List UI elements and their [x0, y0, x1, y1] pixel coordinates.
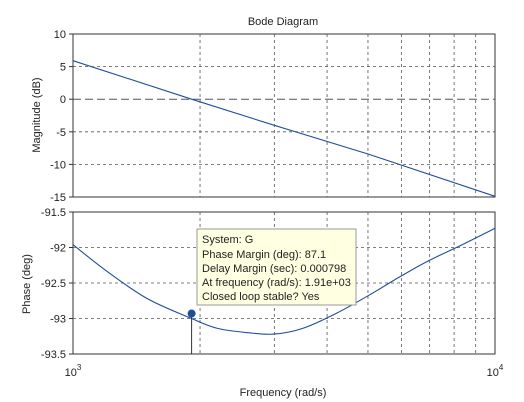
phase-margin-marker[interactable]	[187, 309, 196, 318]
phase-y-ticks: -91.5 -92 -92.5 -93 -93.5	[41, 207, 73, 361]
magnitude-grid	[73, 34, 495, 197]
datatip-line-stable: Closed loop stable? Yes	[202, 291, 320, 303]
magnitude-tick-label-5: 5	[60, 62, 66, 74]
svg-text:103: 103	[65, 363, 82, 379]
magnitude-axes: 10 5 0 -5 -10 -15 Magnitude (dB)	[31, 29, 496, 204]
phase-tick-label-4: -93.5	[41, 349, 66, 361]
x-tick-1e3: 103	[65, 363, 82, 379]
chart-title: Bode Diagram	[248, 16, 318, 28]
datatip-line-phase-margin: Phase Margin (deg): 87.1	[202, 249, 326, 261]
datatip-box	[196, 228, 357, 306]
phase-tick-label-0: -91.5	[41, 207, 66, 219]
magnitude-tick-label--15: -15	[50, 192, 66, 204]
datatip-line-delay-margin: Delay Margin (sec): 0.000798	[202, 263, 346, 275]
svg-text:104: 104	[487, 363, 504, 379]
magnitude-plot-area	[72, 33, 496, 198]
magnitude-tick-label--10: -10	[50, 159, 66, 171]
datatip-line-frequency: At frequency (rad/s): 1.91e+03	[202, 277, 351, 289]
magnitude-curve	[72, 60, 496, 197]
phase-curve	[72, 227, 496, 335]
phase-margin-datatip[interactable]: System: G Phase Margin (deg): 87.1 Delay…	[196, 228, 357, 306]
phase-tick-label-2: -92.5	[41, 278, 66, 290]
x-axis-label: Frequency (rad/s)	[240, 387, 327, 399]
datatip-line-system: System: G	[202, 234, 253, 246]
magnitude-tick-label-0: 0	[60, 94, 66, 106]
magnitude-y-label: Magnitude (dB)	[31, 77, 43, 152]
phase-y-label: Phase (deg)	[21, 254, 33, 314]
x-tick-1e4: 104	[487, 363, 504, 379]
magnitude-tick-label--5: -5	[56, 127, 66, 139]
phase-tick-label-3: -93	[50, 314, 66, 326]
magnitude-y-ticks: 10 5 0 -5 -10 -15	[50, 29, 73, 204]
magnitude-tick-label-10: 10	[54, 29, 66, 41]
phase-tick-label-1: -92	[50, 243, 66, 255]
